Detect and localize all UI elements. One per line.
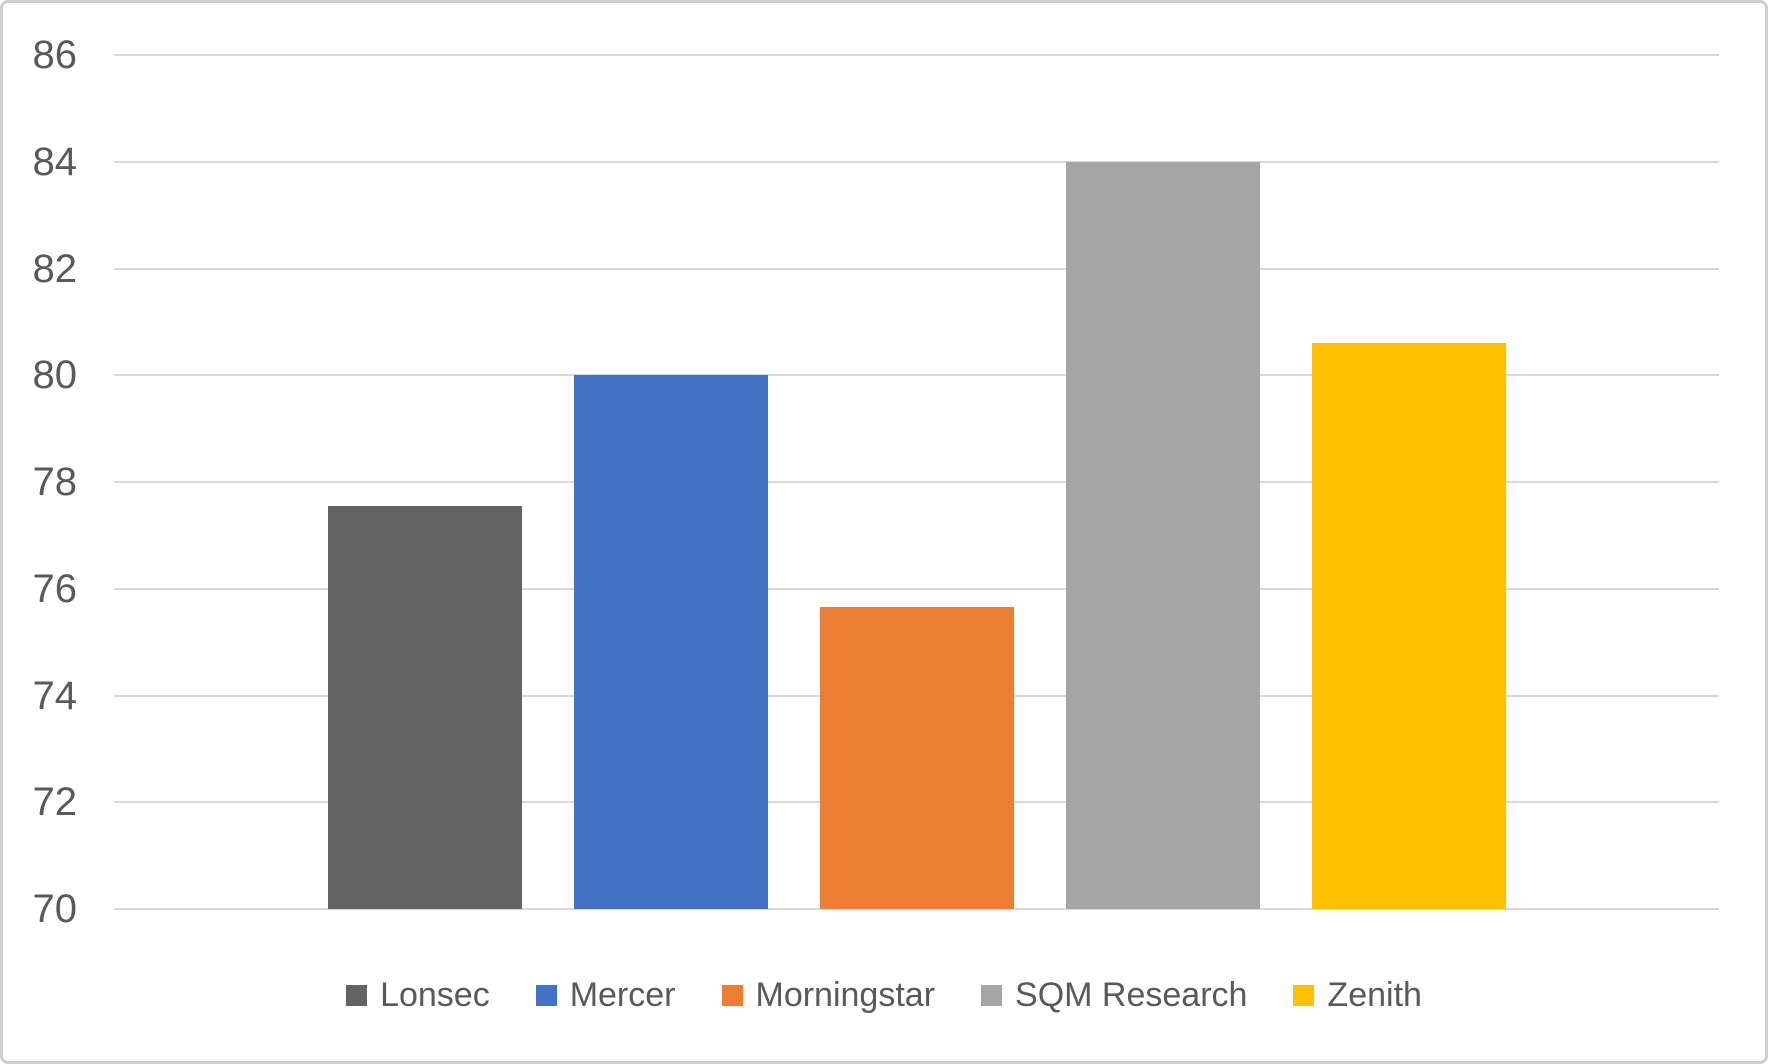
legend-item-morningstar: Morningstar [721, 975, 936, 1015]
legend-swatch-lonsec [346, 984, 368, 1006]
y-tick-label-80: 80 [32, 353, 78, 398]
gridline-80 [114, 374, 1719, 377]
gridline-76 [114, 587, 1719, 590]
y-tick-label-84: 84 [32, 139, 78, 184]
legend-swatch-zenith [1293, 984, 1315, 1006]
legend-swatch-morningstar [721, 984, 743, 1006]
plot-area: 70 72 74 76 78 80 82 84 86 [3, 3, 1765, 1061]
legend-item-mercer: Mercer [535, 975, 676, 1015]
bar-mercer [574, 375, 768, 909]
y-tick-label-74: 74 [32, 673, 78, 718]
y-tick-label-82: 82 [32, 246, 78, 291]
y-tick-label-86: 86 [32, 33, 78, 77]
y-tick-label-70: 70 [32, 887, 78, 931]
gridline-78 [114, 481, 1719, 483]
legend-item-sqm-research: SQM Research [981, 976, 1247, 1015]
gridline-86 [114, 54, 1719, 56]
legend-label-zenith: Zenith [1327, 975, 1422, 1014]
gridline-70 [114, 908, 1719, 910]
legend: Lonsec Mercer Morningstar SQM Research Zenit… [3, 965, 1765, 1025]
y-tick-label-72: 72 [32, 780, 78, 825]
legend-swatch-mercer [535, 984, 557, 1006]
legend-label-mercer: Mercer [569, 975, 676, 1014]
legend-swatch-sqm-research [981, 984, 1003, 1006]
legend-label-morningstar: Morningstar [755, 975, 936, 1014]
legend-item-lonsec: Lonsec [346, 976, 490, 1015]
legend-label-sqm-research: SQM Research [1015, 975, 1248, 1014]
bar-zenith [1312, 343, 1506, 909]
legend-item-zenith: Zenith [1293, 976, 1422, 1015]
gridline-82 [114, 267, 1719, 270]
bar-morningstar [820, 607, 1014, 909]
legend-label-lonsec: Lonsec [380, 975, 490, 1014]
bar-sqm-research [1066, 162, 1260, 909]
bar-lonsec [328, 506, 522, 909]
gridline-84 [114, 160, 1719, 163]
y-tick-label-76: 76 [32, 566, 78, 611]
y-tick-label-78: 78 [32, 460, 78, 504]
